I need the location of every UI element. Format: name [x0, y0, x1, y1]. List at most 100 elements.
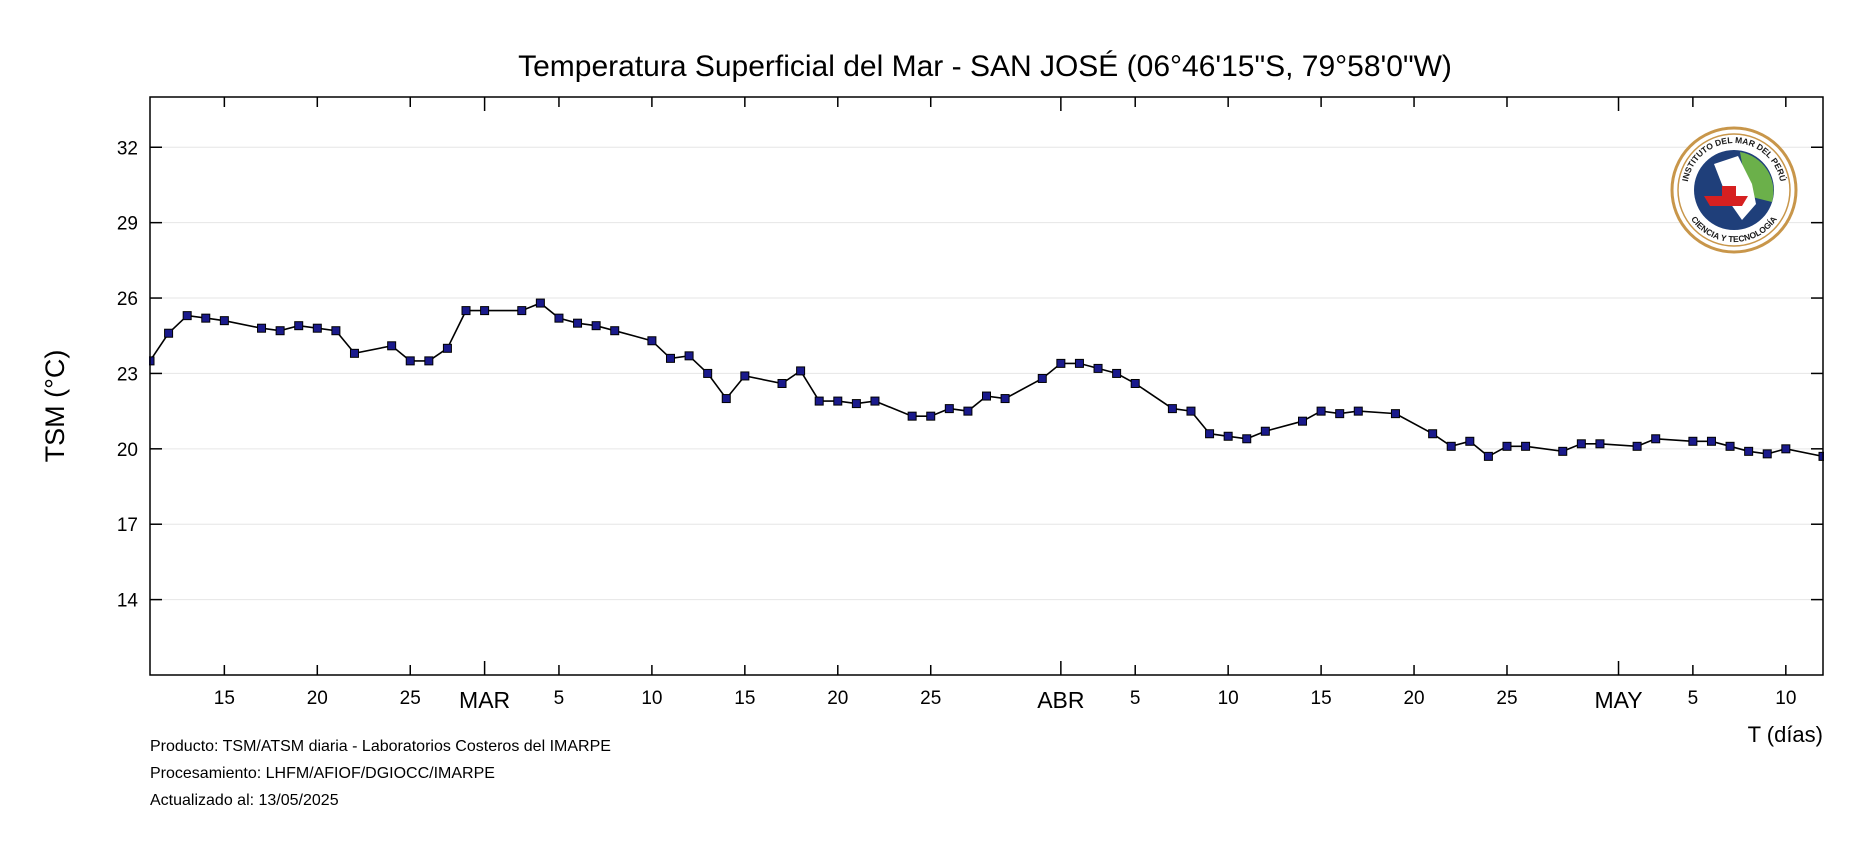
data-point — [1428, 429, 1438, 439]
data-point — [814, 396, 824, 406]
data-point — [870, 396, 880, 406]
data-point — [1595, 439, 1605, 449]
data-point — [1205, 429, 1215, 439]
x-tick-label: 5 — [1130, 688, 1141, 709]
x-tick-label: 25 — [400, 688, 421, 709]
x-month-label: ABR — [1037, 687, 1084, 713]
data-point — [312, 323, 322, 333]
y-tick-label: 26 — [117, 289, 138, 310]
data-point — [721, 394, 731, 404]
y-tick-label: 17 — [117, 515, 138, 536]
data-point — [1502, 441, 1512, 451]
data-point — [703, 368, 713, 378]
data-point — [1056, 358, 1066, 368]
y-tick-label: 14 — [117, 591, 139, 612]
data-point — [1838, 432, 1846, 440]
data-point — [1744, 446, 1754, 456]
data-point — [517, 306, 527, 316]
data-point — [1558, 446, 1568, 456]
data-point — [1706, 436, 1716, 446]
data-point — [1483, 451, 1493, 461]
data-point — [461, 306, 471, 316]
footer-updated: Actualizado al: 13/05/2025 — [150, 792, 339, 809]
x-month-label: MAR — [459, 687, 510, 713]
footer-product: Producto: TSM/ATSM diaria - Laboratorios… — [150, 738, 611, 755]
data-point — [275, 326, 285, 336]
data-point — [1446, 441, 1456, 451]
data-point — [963, 406, 973, 416]
data-point — [349, 348, 359, 358]
data-point — [833, 396, 843, 406]
series-clip — [149, 298, 1846, 461]
data-point — [1298, 416, 1308, 426]
data-point — [944, 404, 954, 414]
logo-ship — [1722, 186, 1736, 196]
y-axis-label: TSM (°C) — [40, 350, 70, 463]
data-point — [1651, 434, 1661, 444]
x-tick-label: 10 — [1218, 688, 1239, 709]
data-point — [1093, 363, 1103, 373]
data-point — [1223, 431, 1233, 441]
data-point — [610, 326, 620, 336]
footer: Producto: TSM/ATSM diaria - Laboratorios… — [150, 737, 611, 810]
y-tick-label: 32 — [117, 138, 138, 159]
data-point — [480, 306, 490, 316]
y-tick-label: 23 — [117, 364, 138, 385]
x-tick-label: 15 — [214, 688, 235, 709]
data-point — [201, 313, 211, 323]
data-point — [1465, 436, 1475, 446]
x-tick-label: 15 — [1311, 688, 1332, 709]
data-point — [331, 326, 341, 336]
data-point — [1242, 434, 1252, 444]
plot-frame — [149, 96, 1824, 676]
data-point — [926, 411, 936, 421]
y-tick-label: 29 — [117, 214, 138, 235]
data-point — [535, 298, 545, 308]
data-point — [1074, 358, 1084, 368]
axes: 14 17 20 23 26 29 32 15 20 25 MAR 5 10 15 20 25 ABR 5 10 15… — [117, 96, 1824, 713]
data-point — [665, 353, 675, 363]
data-point — [164, 328, 174, 338]
data-point — [647, 336, 657, 346]
data-point — [1130, 378, 1140, 388]
data-point — [777, 378, 787, 388]
x-tick-label: 5 — [1688, 688, 1699, 709]
data-point — [1000, 394, 1010, 404]
chart-title: Temperatura Superficial del Mar - SAN JO… — [518, 50, 1452, 83]
data-point — [219, 316, 229, 326]
data-point — [1112, 368, 1122, 378]
data-point — [1186, 406, 1196, 416]
logo-ship — [1704, 196, 1748, 206]
data-point — [796, 366, 806, 376]
data-point — [294, 321, 304, 331]
data-point — [1632, 441, 1642, 451]
data-point — [1576, 439, 1586, 449]
data-point — [1725, 441, 1735, 451]
data-point — [1335, 409, 1345, 419]
data-point — [405, 356, 415, 366]
data-point — [1688, 436, 1698, 446]
data-point — [573, 318, 583, 328]
data-point — [1353, 406, 1363, 416]
x-tick-label: 20 — [827, 688, 848, 709]
data-point — [591, 321, 601, 331]
x-tick-label: 10 — [641, 688, 662, 709]
data-point — [554, 313, 564, 323]
x-tick-label: 5 — [554, 688, 565, 709]
data-point — [424, 356, 434, 366]
data-point — [182, 311, 192, 321]
data-point — [1521, 441, 1531, 451]
x-tick-label: 25 — [1496, 688, 1517, 709]
data-point — [1781, 444, 1791, 454]
x-month-label: MAY — [1594, 687, 1642, 713]
data-point — [442, 343, 452, 353]
data-point — [740, 371, 750, 381]
data-point — [851, 399, 861, 409]
grid-lines — [150, 146, 1823, 601]
y-tick-label: 20 — [117, 440, 138, 461]
data-point — [907, 411, 917, 421]
data-point — [1167, 404, 1177, 414]
data-point — [1316, 406, 1326, 416]
